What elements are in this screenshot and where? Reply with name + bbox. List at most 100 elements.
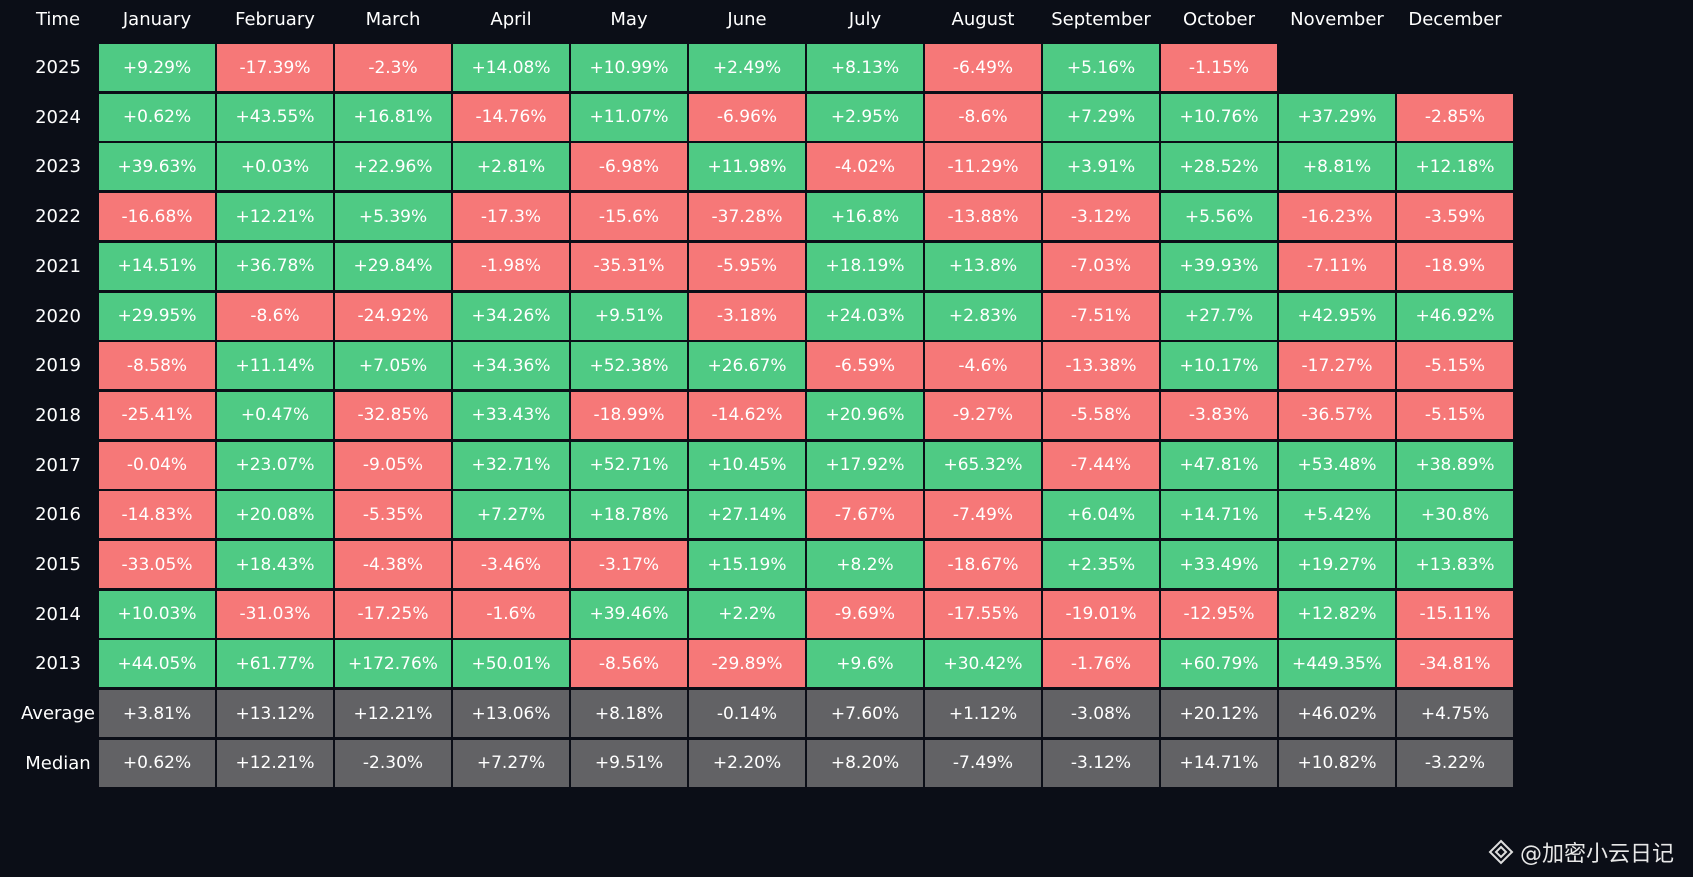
return-cell: +23.07% [217, 441, 333, 489]
row-label: 2024 [35, 106, 81, 128]
return-cell: -4.02% [807, 143, 923, 191]
return-cell: -8.58% [99, 342, 215, 390]
return-cell: +30.42% [925, 640, 1041, 688]
return-cell: -5.15% [1397, 342, 1513, 390]
column-header: July [848, 8, 882, 30]
summary-cell: -2.30% [335, 739, 451, 787]
return-cell: +18.19% [807, 242, 923, 290]
return-cell: +0.47% [217, 391, 333, 439]
return-cell: -13.38% [1043, 342, 1159, 390]
return-cell: -5.15% [1397, 391, 1513, 439]
return-cell: +2.81% [453, 143, 569, 191]
return-cell: -18.99% [571, 391, 687, 439]
return-cell: -6.59% [807, 342, 923, 390]
return-cell: -9.27% [925, 391, 1041, 439]
return-cell: +5.39% [335, 193, 451, 241]
column-header: February [235, 8, 315, 30]
row-label: Average [21, 703, 95, 725]
return-cell: -7.49% [925, 491, 1041, 539]
return-cell: +26.67% [689, 342, 805, 390]
return-cell: -1.76% [1043, 640, 1159, 688]
return-cell: -7.67% [807, 491, 923, 539]
return-cell: -33.05% [99, 541, 215, 588]
return-cell: +12.82% [1279, 590, 1395, 638]
return-cell: +2.35% [1043, 541, 1159, 588]
row-label: 2021 [35, 255, 81, 277]
column-header: May [610, 8, 648, 30]
return-cell: -7.11% [1279, 242, 1395, 290]
return-cell: +44.05% [99, 640, 215, 688]
return-cell: -17.3% [453, 193, 569, 241]
return-cell: -17.39% [217, 44, 333, 91]
summary-cell: +12.21% [335, 690, 451, 738]
summary-cell: +13.06% [453, 690, 569, 738]
watermark: @加密小云日记 [1488, 836, 1674, 868]
summary-cell: +3.81% [99, 690, 215, 738]
return-cell: -19.01% [1043, 590, 1159, 638]
return-cell: +20.96% [807, 391, 923, 439]
return-cell: -1.98% [453, 242, 569, 290]
return-cell: -14.62% [689, 391, 805, 439]
return-cell: +34.26% [453, 292, 569, 340]
return-cell: +11.07% [571, 93, 687, 141]
return-cell: -15.6% [571, 193, 687, 241]
row-label: 2023 [35, 156, 81, 178]
summary-cell: +8.20% [807, 739, 923, 787]
return-cell: +9.29% [99, 44, 215, 91]
return-cell: -5.95% [689, 242, 805, 290]
return-cell: -2.85% [1397, 93, 1513, 141]
row-label: 2022 [35, 206, 81, 228]
return-cell: +18.78% [571, 491, 687, 539]
return-cell: -8.56% [571, 640, 687, 688]
return-cell: -7.03% [1043, 242, 1159, 290]
return-cell: +28.52% [1161, 143, 1277, 191]
return-cell: -25.41% [99, 391, 215, 439]
return-cell: -3.46% [453, 541, 569, 588]
return-cell: -12.95% [1161, 590, 1277, 638]
row-label: Median [25, 752, 91, 774]
return-cell: +13.83% [1397, 541, 1513, 588]
return-cell: +2.95% [807, 93, 923, 141]
return-cell: -6.49% [925, 44, 1041, 91]
return-cell: +5.56% [1161, 193, 1277, 241]
return-cell: +9.51% [571, 292, 687, 340]
return-cell: +12.21% [217, 193, 333, 241]
column-header: August [951, 8, 1015, 30]
return-cell: +12.18% [1397, 143, 1513, 191]
summary-cell: +4.75% [1397, 690, 1513, 738]
return-cell: -11.29% [925, 143, 1041, 191]
return-cell: -36.57% [1279, 391, 1395, 439]
return-cell: +10.45% [689, 441, 805, 489]
return-cell: +32.71% [453, 441, 569, 489]
return-cell: +52.38% [571, 342, 687, 390]
summary-cell: +14.71% [1161, 739, 1277, 787]
return-cell: -1.15% [1161, 44, 1277, 91]
return-cell: -16.68% [99, 193, 215, 241]
return-cell: +42.95% [1279, 292, 1395, 340]
return-cell: +29.84% [335, 242, 451, 290]
return-cell: -32.85% [335, 391, 451, 439]
row-label: 2018 [35, 404, 81, 426]
column-header: September [1051, 8, 1151, 30]
summary-cell: +13.12% [217, 690, 333, 738]
return-cell: +13.8% [925, 242, 1041, 290]
return-cell: +172.76% [335, 640, 451, 688]
return-cell: +38.89% [1397, 441, 1513, 489]
row-label: 2025 [35, 57, 81, 78]
return-cell: +39.63% [99, 143, 215, 191]
return-cell: -18.67% [925, 541, 1041, 588]
return-cell: +53.48% [1279, 441, 1395, 489]
return-cell: +39.93% [1161, 242, 1277, 290]
return-cell: -4.38% [335, 541, 451, 588]
return-cell: -5.35% [335, 491, 451, 539]
return-cell: -9.69% [807, 590, 923, 638]
summary-cell: +20.12% [1161, 690, 1277, 738]
return-cell: +17.92% [807, 441, 923, 489]
return-cell: +61.77% [217, 640, 333, 688]
row-label: 2019 [35, 355, 81, 377]
return-cell: +14.71% [1161, 491, 1277, 539]
return-cell: +47.81% [1161, 441, 1277, 489]
return-cell: -29.89% [689, 640, 805, 688]
return-cell: -31.03% [217, 590, 333, 638]
return-cell: +34.36% [453, 342, 569, 390]
